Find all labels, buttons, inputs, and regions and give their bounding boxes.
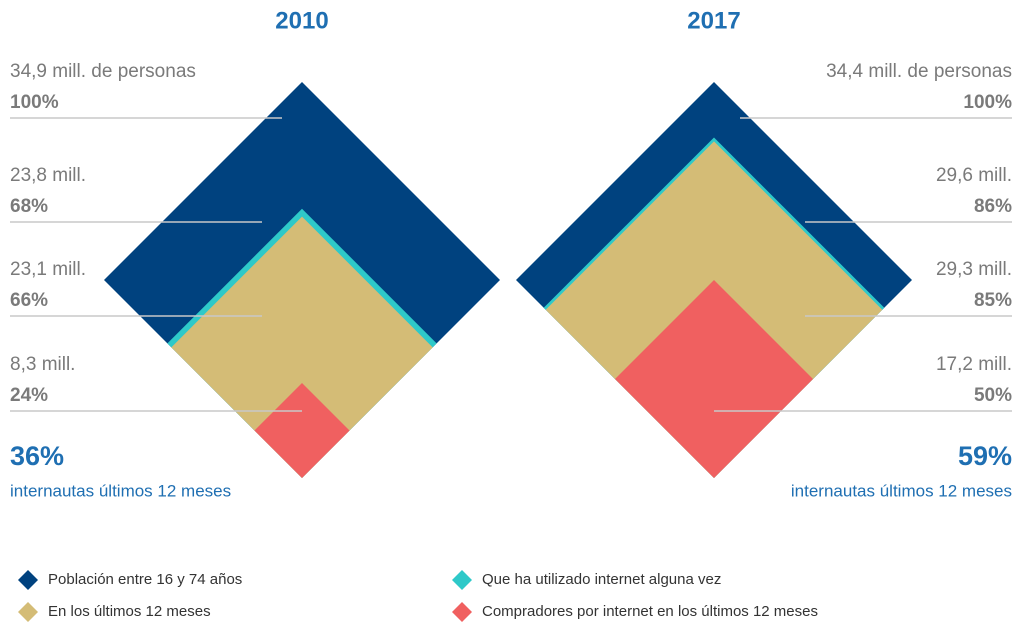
legend-label: Que ha utilizado internet alguna vez — [482, 571, 721, 588]
count-label: 23,1 mill. — [10, 259, 86, 280]
percent-label: 100% — [10, 92, 59, 113]
percent-label: 24% — [10, 385, 48, 406]
count-label: 8,3 mill. — [10, 354, 75, 375]
count-label: 34,9 mill. de personas — [10, 61, 196, 82]
percent-label: 50% — [974, 385, 1012, 406]
highlight-value: 59% — [958, 441, 1012, 471]
chart-title: 2017 — [687, 7, 740, 34]
count-label: 34,4 mill. de personas — [826, 61, 1012, 82]
diamond — [254, 382, 350, 478]
chart-title: 2010 — [275, 7, 328, 34]
legend-swatch — [18, 570, 38, 590]
count-label: 23,8 mill. — [10, 165, 86, 186]
percent-label: 68% — [10, 196, 48, 217]
legend-label: Población entre 16 y 74 años — [48, 571, 242, 588]
count-label: 29,6 mill. — [936, 165, 1012, 186]
diamond — [615, 280, 813, 478]
legend-swatch — [452, 570, 472, 590]
legend-swatch — [452, 602, 472, 622]
count-label: 29,3 mill. — [936, 259, 1012, 280]
legend-swatch — [18, 602, 38, 622]
percent-label: 100% — [963, 92, 1012, 113]
diamond — [171, 216, 433, 478]
highlight-value: 36% — [10, 441, 64, 471]
percent-label: 85% — [974, 290, 1012, 311]
legend-label: En los últimos 12 meses — [48, 603, 211, 620]
percent-label: 86% — [974, 196, 1012, 217]
percent-label: 66% — [10, 290, 48, 311]
legend-label: Compradores por internet en los últimos … — [482, 603, 818, 620]
count-label: 17,2 mill. — [936, 354, 1012, 375]
highlight-text: internautas últimos 12 meses — [10, 481, 231, 500]
highlight-text: internautas últimos 12 meses — [791, 481, 1012, 500]
